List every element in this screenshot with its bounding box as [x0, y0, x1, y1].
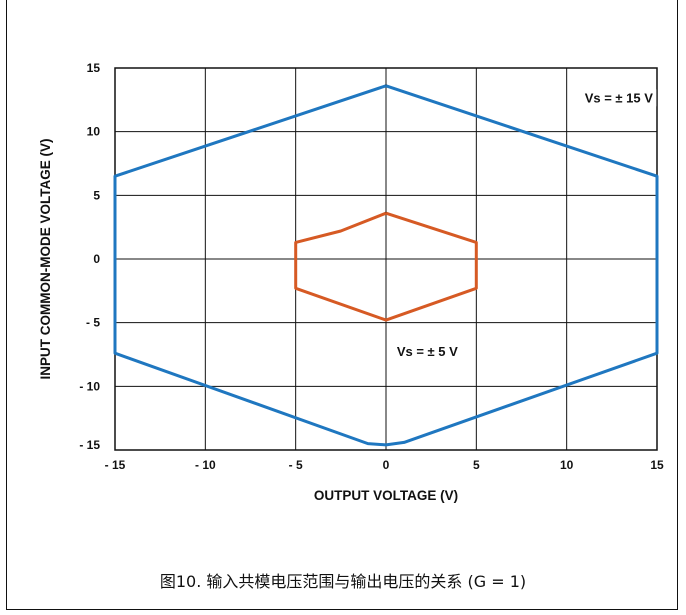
series-annotation-1: Vs = ± 15 V [585, 90, 654, 105]
annotation-background [393, 342, 462, 360]
y-tick-label: - 10 [79, 379, 100, 393]
chart-annotations: Vs = ± 15 V Vs = ± 5 V [393, 89, 657, 360]
y-tick-label: - 5 [86, 316, 100, 330]
chart: - 15 - 10 - 5 0 5 10 15 15 10 5 0 - 5 - 10 - 15 Vs = … [38, 61, 664, 503]
x-tick-label: 5 [473, 458, 480, 472]
y-tick-label: - 15 [79, 438, 100, 452]
y-axis-title: INPUT COMMON-MODE VOLTAGE (V) [38, 139, 53, 380]
chart-ticks: - 15 - 10 - 5 0 5 10 15 15 10 5 0 - 5 - 10 - 15 [79, 61, 664, 472]
y-tick-label: 15 [87, 61, 101, 75]
series-line-1 [113, 84, 659, 447]
figure-caption: 图10. 输入共模电压范围与输出电压的关系 (G = 1) [159, 572, 527, 591]
y-tick-label: 5 [93, 188, 100, 202]
x-tick-label: - 15 [105, 458, 126, 472]
y-tick-label: 0 [93, 252, 100, 266]
x-tick-label: 0 [383, 458, 390, 472]
chart-series [113, 84, 659, 447]
x-tick-label: - 5 [289, 458, 303, 472]
chart-grid [114, 67, 658, 451]
y-tick-label: 10 [87, 125, 101, 139]
x-tick-label: 15 [650, 458, 664, 472]
annotation-background [581, 89, 657, 107]
x-tick-label: 10 [560, 458, 574, 472]
x-tick-label: - 10 [195, 458, 216, 472]
series-annotation-2: Vs = ± 5 V [397, 344, 458, 359]
series-line-2 [294, 211, 478, 322]
x-axis-title: OUTPUT VOLTAGE (V) [314, 488, 458, 503]
